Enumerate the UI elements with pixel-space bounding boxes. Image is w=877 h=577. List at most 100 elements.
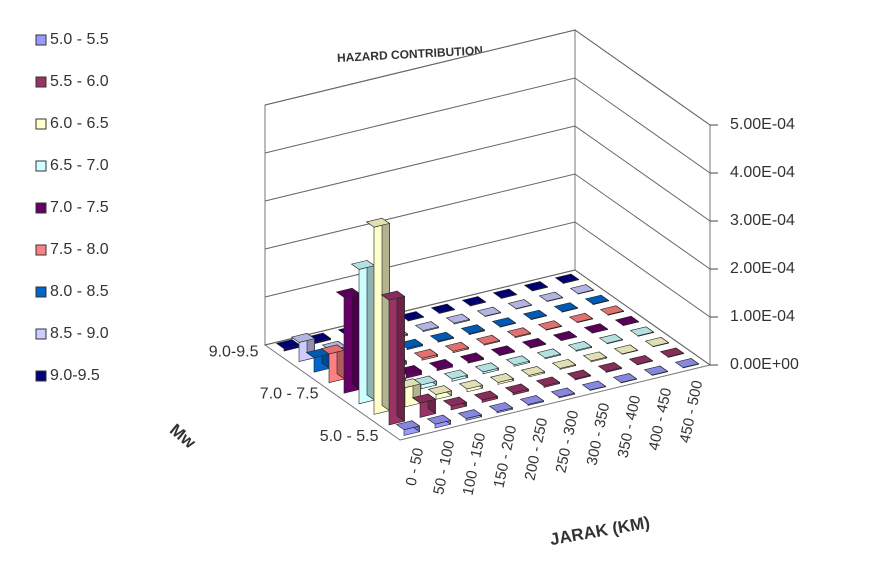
bar bbox=[551, 358, 577, 370]
bar-top bbox=[599, 305, 625, 316]
bar-top bbox=[536, 348, 562, 359]
bar-top bbox=[674, 358, 700, 368]
bar bbox=[475, 334, 501, 346]
bar-top bbox=[380, 290, 406, 301]
y-tick-label: 3.00E-04 bbox=[730, 212, 795, 229]
bar-top bbox=[413, 348, 439, 359]
bar-top bbox=[395, 420, 421, 431]
bar-top bbox=[350, 260, 376, 270]
legend-label: 6.5 - 7.0 bbox=[50, 157, 109, 174]
bar bbox=[489, 372, 515, 385]
bar-top bbox=[537, 320, 563, 331]
bar bbox=[523, 280, 549, 292]
bar-side bbox=[351, 287, 360, 391]
bar-top bbox=[581, 380, 607, 391]
bar-top bbox=[614, 315, 640, 326]
bar-top bbox=[490, 345, 516, 356]
legend-label: 9.0-9.5 bbox=[50, 367, 100, 384]
legend-swatch bbox=[35, 202, 47, 214]
bar bbox=[629, 326, 655, 337]
bar bbox=[505, 355, 531, 367]
legend-label: 7.0 - 7.5 bbox=[50, 199, 109, 216]
bar bbox=[598, 333, 624, 345]
bar-top bbox=[426, 414, 452, 425]
legend-swatch bbox=[35, 370, 47, 382]
legend-label: 5.5 - 6.0 bbox=[50, 73, 109, 90]
bar bbox=[398, 338, 424, 351]
bar bbox=[476, 306, 502, 317]
bar-top bbox=[598, 333, 624, 344]
bar bbox=[444, 341, 470, 354]
bar bbox=[504, 383, 530, 396]
legend-label: 7.5 - 8.0 bbox=[50, 241, 109, 258]
bar-top bbox=[552, 330, 578, 341]
bar-top bbox=[414, 321, 440, 331]
bar-top bbox=[659, 347, 685, 358]
bar bbox=[430, 303, 456, 314]
legend-swatch bbox=[35, 76, 47, 88]
bar bbox=[522, 309, 548, 321]
bar bbox=[612, 372, 638, 384]
bar-side bbox=[381, 217, 390, 412]
bar bbox=[582, 351, 608, 363]
bar bbox=[550, 387, 576, 399]
depth-tick-label: 9.0-9.5 bbox=[209, 343, 259, 360]
bar-top bbox=[457, 409, 483, 419]
bar bbox=[445, 313, 471, 325]
bar bbox=[521, 337, 547, 349]
y-tick-label: 1.00E-04 bbox=[730, 308, 795, 325]
legend-swatch bbox=[35, 160, 47, 172]
legend-swatch bbox=[35, 118, 47, 130]
bar-top bbox=[428, 359, 454, 369]
bar-top bbox=[460, 324, 486, 335]
bar bbox=[583, 323, 609, 334]
bar-top bbox=[505, 355, 531, 366]
grid-line bbox=[264, 125, 711, 222]
bar bbox=[520, 365, 546, 378]
bar-side bbox=[396, 290, 405, 422]
bar bbox=[429, 331, 455, 343]
bar bbox=[442, 396, 468, 411]
bar bbox=[428, 358, 454, 372]
bar-top bbox=[523, 281, 549, 291]
grid-line bbox=[264, 173, 711, 270]
legend-swatch bbox=[35, 286, 47, 298]
bar-top bbox=[643, 365, 669, 376]
bar bbox=[643, 365, 669, 376]
bar bbox=[491, 317, 517, 328]
bar bbox=[597, 361, 623, 373]
bar bbox=[426, 414, 452, 429]
bar-top bbox=[473, 390, 499, 401]
bar-top bbox=[535, 376, 561, 387]
legend-label: 8.5 - 9.0 bbox=[50, 325, 109, 342]
bar-top bbox=[567, 341, 593, 351]
bar-top bbox=[275, 339, 301, 349]
bar bbox=[488, 401, 514, 414]
bar-top bbox=[442, 396, 468, 407]
depth-tick-label: 5.0 - 5.5 bbox=[320, 428, 379, 445]
bar bbox=[427, 384, 453, 400]
bar bbox=[568, 312, 594, 324]
bar-top bbox=[458, 379, 484, 390]
bar-top bbox=[444, 341, 470, 352]
bar-top bbox=[427, 385, 453, 395]
bar-top bbox=[429, 331, 455, 342]
grid-line bbox=[264, 77, 711, 174]
bar-top bbox=[488, 402, 514, 412]
legend-swatch bbox=[35, 34, 47, 46]
bar bbox=[569, 284, 595, 295]
bar-top bbox=[320, 344, 346, 355]
bar-top bbox=[568, 312, 594, 323]
bar bbox=[335, 287, 361, 394]
bar bbox=[581, 380, 607, 391]
bar-top bbox=[475, 334, 501, 345]
bar-top bbox=[629, 326, 655, 337]
bar bbox=[275, 339, 301, 352]
bar-top bbox=[613, 344, 639, 355]
bar bbox=[458, 379, 484, 393]
bar-top bbox=[582, 351, 608, 362]
bar-top bbox=[522, 309, 548, 320]
bar bbox=[365, 217, 391, 415]
bar-top bbox=[550, 387, 576, 398]
